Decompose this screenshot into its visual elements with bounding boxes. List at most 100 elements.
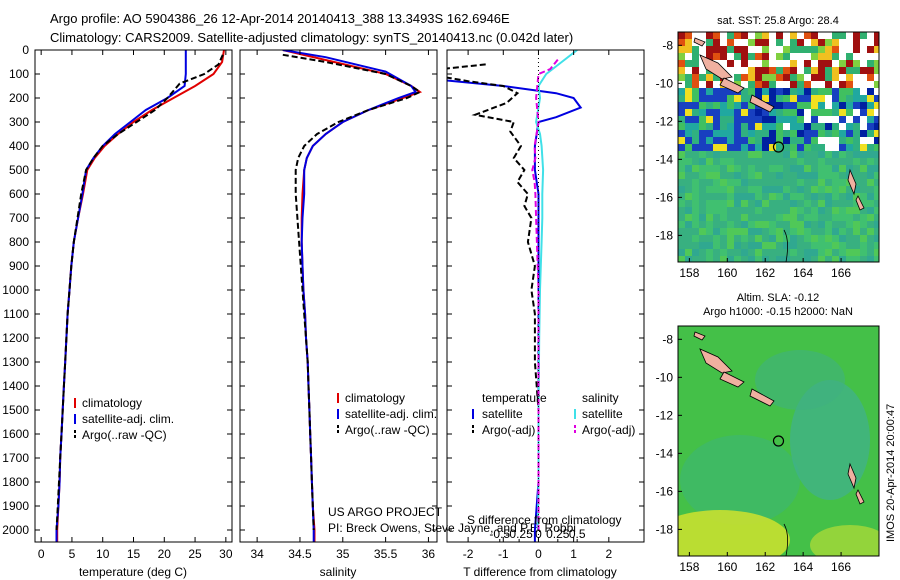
sst-cell xyxy=(769,207,776,214)
land-shape xyxy=(693,331,706,341)
sst-cell xyxy=(860,130,867,137)
sst-cell xyxy=(846,81,853,88)
lon-tick-label: 166 xyxy=(831,560,851,574)
sst-cell xyxy=(692,242,699,249)
sst-cell xyxy=(825,158,832,165)
sst-cell xyxy=(769,172,776,179)
sst-cell xyxy=(804,53,811,60)
sst-cell xyxy=(769,39,776,46)
sst-cell xyxy=(769,32,776,39)
sst-cell xyxy=(720,130,727,137)
sst-cell xyxy=(797,158,804,165)
sst-cell xyxy=(804,116,811,123)
sst-cell xyxy=(776,193,783,200)
sst-cell xyxy=(685,102,692,109)
sst-cell xyxy=(741,158,748,165)
sst-cell xyxy=(755,46,762,53)
sst-cell xyxy=(804,60,811,67)
argo-position-marker xyxy=(772,435,785,447)
sst-cell xyxy=(713,123,720,130)
sla-blob xyxy=(755,350,845,410)
sst-cell xyxy=(720,256,727,262)
sal-tick-label: -0.5 xyxy=(489,527,510,541)
sst-cell xyxy=(797,39,804,46)
difference-xlabel-salinity: S difference from climatology xyxy=(467,513,622,527)
sst-cell xyxy=(867,186,874,193)
sst-cell xyxy=(741,221,748,228)
sst-cell xyxy=(804,81,811,88)
sst-cell xyxy=(706,242,713,249)
sst-cell xyxy=(839,53,846,60)
sst-cell xyxy=(748,130,755,137)
sst-cell xyxy=(874,179,879,186)
sst-cell xyxy=(804,144,811,151)
sst-cell xyxy=(678,207,685,214)
sst-cell xyxy=(832,116,839,123)
sst-cell xyxy=(678,67,685,74)
sst-cell xyxy=(734,207,741,214)
sst-cell xyxy=(797,249,804,256)
sst-cell xyxy=(860,172,867,179)
sst-cell xyxy=(846,109,853,116)
difference-xlabel-temperature: T difference from climatology xyxy=(463,565,617,579)
sst-cell xyxy=(853,256,860,262)
sst-cell xyxy=(790,186,797,193)
sst-cell xyxy=(853,95,860,102)
sst-cell xyxy=(776,81,783,88)
sst-cell xyxy=(769,74,776,81)
sst-cell xyxy=(811,256,818,262)
sst-cell xyxy=(867,200,874,207)
land-shape xyxy=(699,54,733,80)
sst-cell xyxy=(797,137,804,144)
sst-cell xyxy=(769,67,776,74)
sst-cell xyxy=(832,123,839,130)
sst-cell xyxy=(741,137,748,144)
sst-cell xyxy=(692,256,699,262)
sst-cell xyxy=(692,32,699,39)
sst-cell xyxy=(874,67,879,74)
sst-cell xyxy=(762,249,769,256)
sst-cell xyxy=(762,123,769,130)
sst-cell xyxy=(818,207,825,214)
sst-cell xyxy=(818,74,825,81)
legend-label-s-satellite: satellite xyxy=(582,407,623,421)
sla-map-subtitle: Argo h1000: -0.15 h2000: NaN xyxy=(703,306,853,318)
sst-cell xyxy=(783,144,790,151)
sst-cell xyxy=(706,116,713,123)
sst-cell xyxy=(797,53,804,60)
sst-cell xyxy=(832,144,839,151)
salinity-lines xyxy=(282,50,423,542)
sst-cell xyxy=(783,207,790,214)
sst-cell xyxy=(867,221,874,228)
sst-cell xyxy=(776,221,783,228)
sst-cell xyxy=(720,60,727,67)
sst-cell xyxy=(825,172,832,179)
sst-cell xyxy=(720,116,727,123)
sst-cell xyxy=(783,109,790,116)
sst-cell xyxy=(699,151,706,158)
sst-cell xyxy=(734,137,741,144)
y-tick-label: 800 xyxy=(9,235,29,249)
sst-cell xyxy=(846,249,853,256)
sst-cell xyxy=(755,214,762,221)
sst-cell xyxy=(804,46,811,53)
sst-cell xyxy=(860,60,867,67)
sst-cell xyxy=(755,60,762,67)
sst-cell xyxy=(678,46,685,53)
sst-cell xyxy=(832,228,839,235)
sst-cell xyxy=(734,193,741,200)
sst-cell xyxy=(762,53,769,60)
sst-cell xyxy=(748,242,755,249)
sst-cell xyxy=(685,32,692,39)
sst-cell xyxy=(755,179,762,186)
sst-cell xyxy=(685,151,692,158)
sst-cell xyxy=(783,123,790,130)
sst-cell xyxy=(699,193,706,200)
sst-cell xyxy=(839,186,846,193)
sst-cell xyxy=(727,165,734,172)
sst-cell xyxy=(832,193,839,200)
sst-cell xyxy=(790,109,797,116)
sst-cell xyxy=(804,165,811,172)
sst-cell xyxy=(860,137,867,144)
x-tick-label: 35.5 xyxy=(374,547,398,561)
